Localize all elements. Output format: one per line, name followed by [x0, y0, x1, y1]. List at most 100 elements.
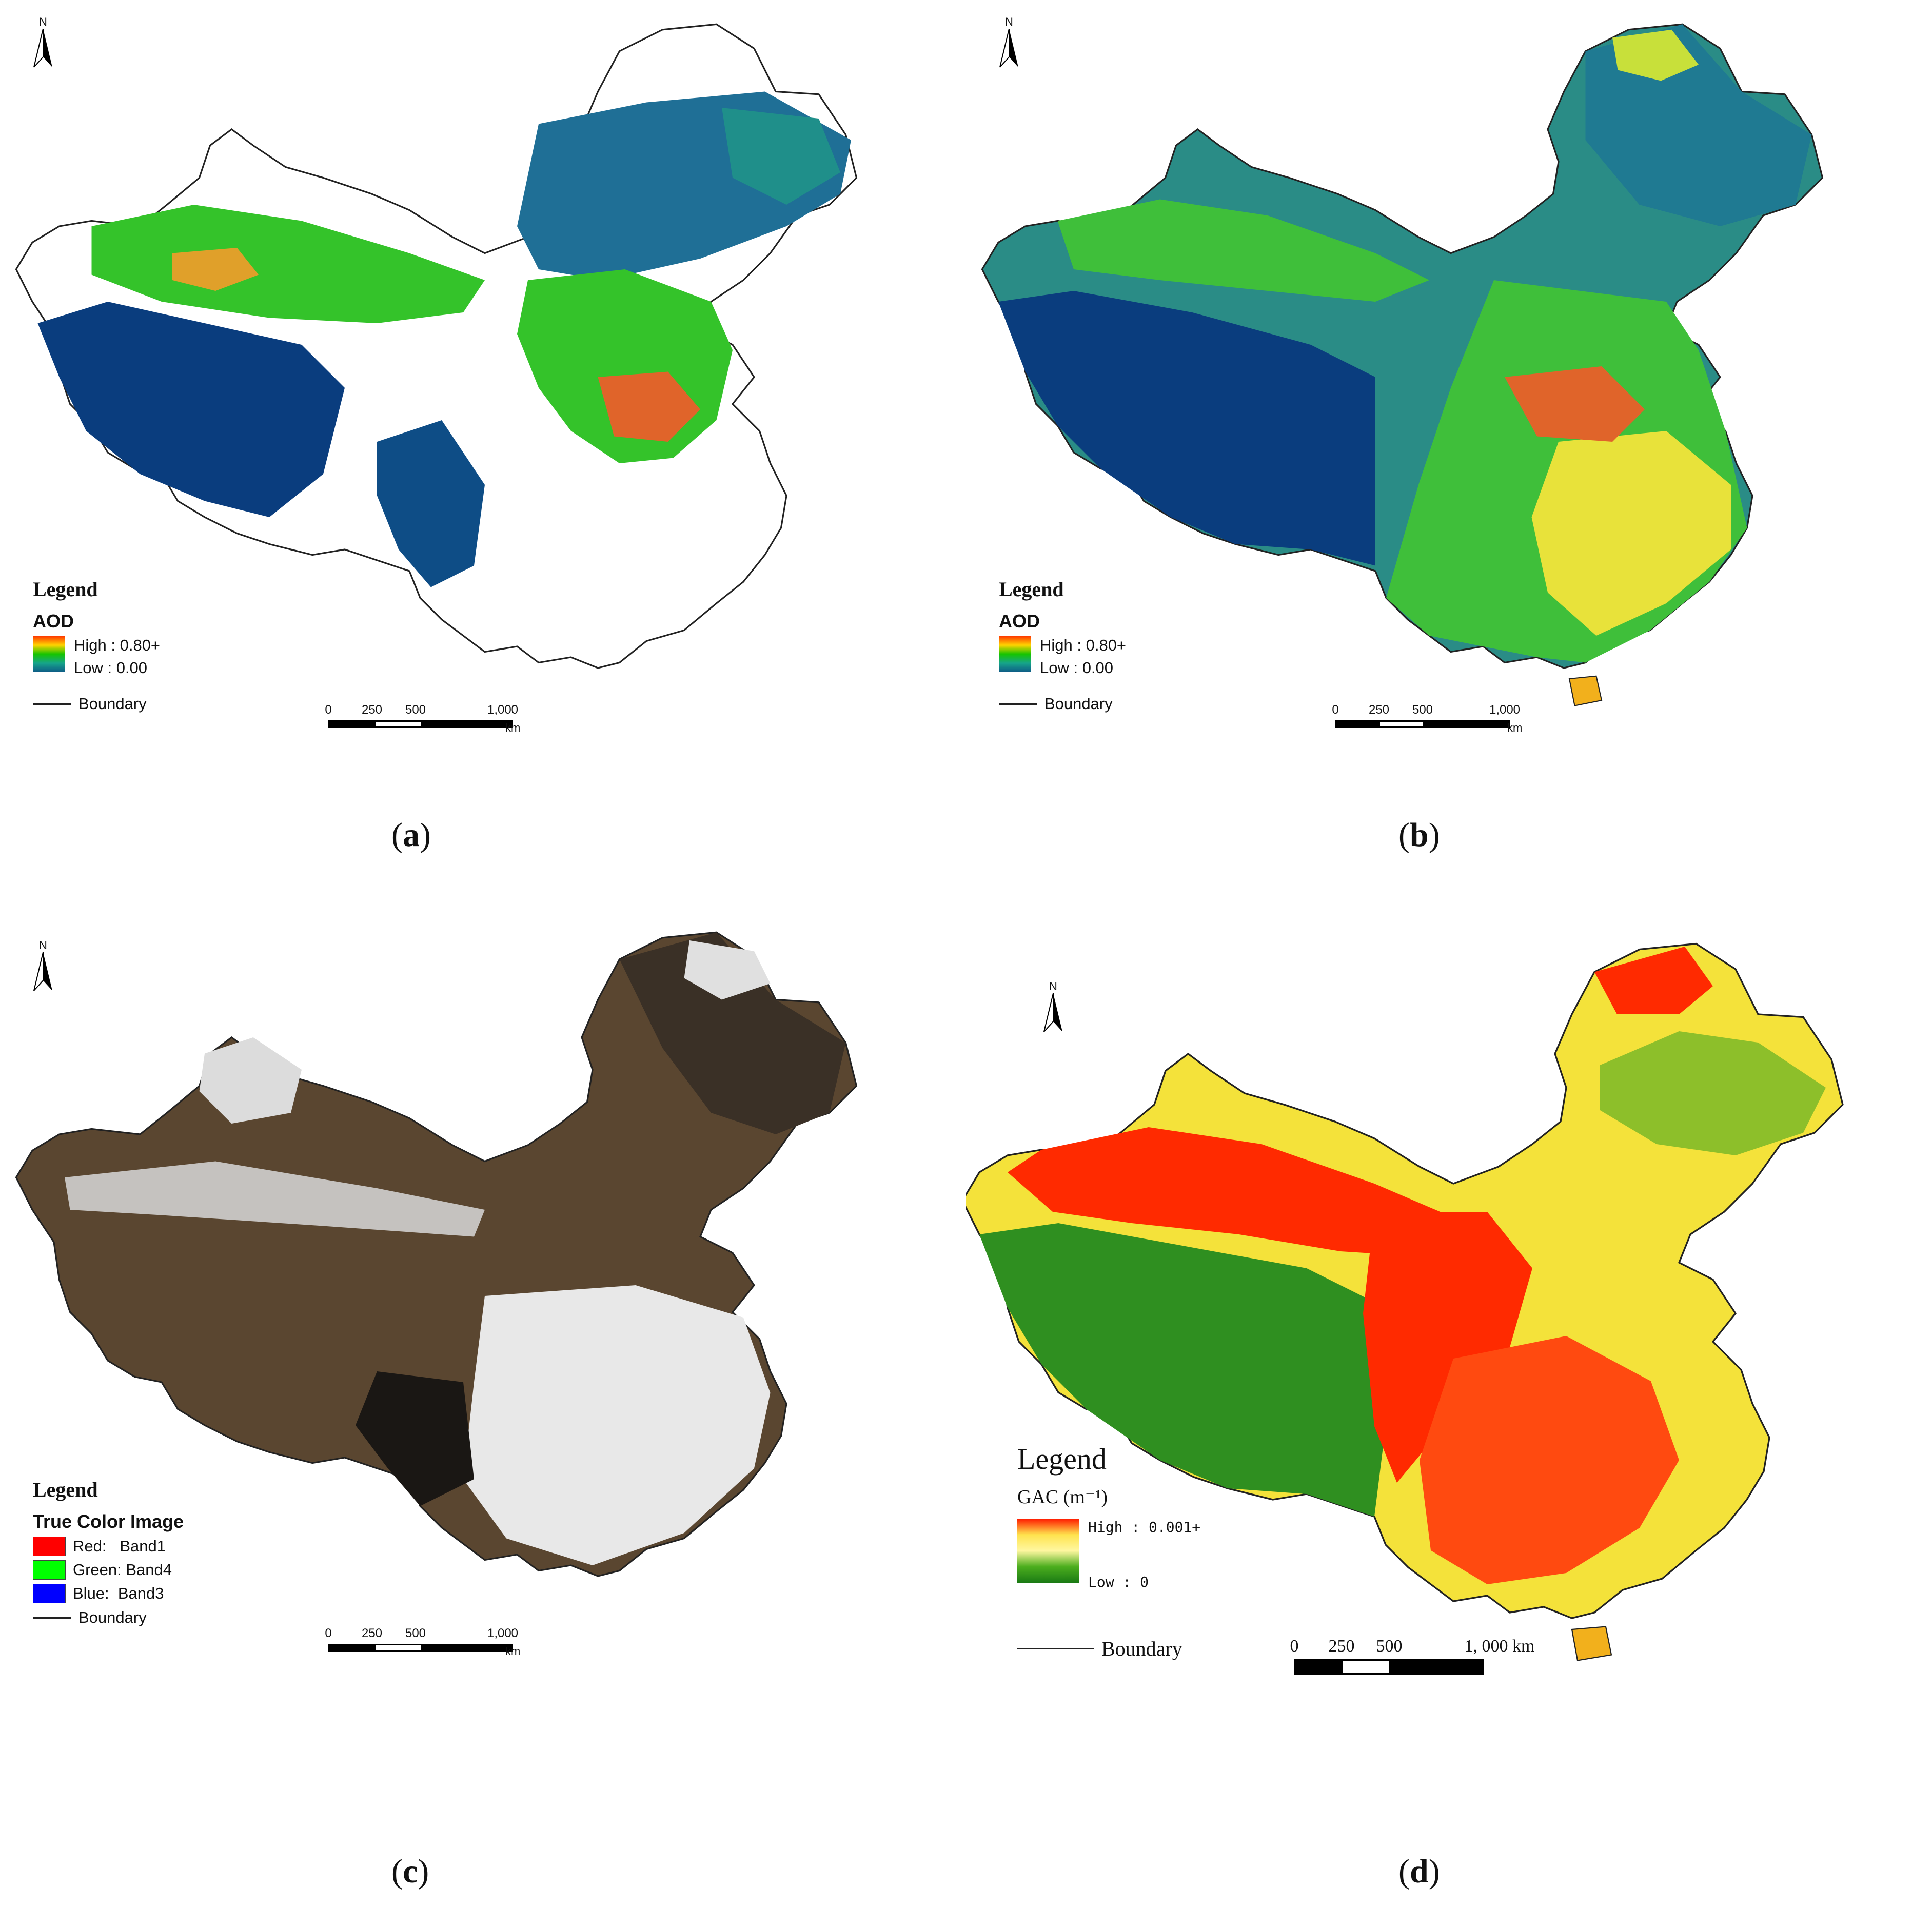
- north-label: N: [1049, 980, 1057, 993]
- gac-region-central: [1363, 1212, 1532, 1483]
- panel-d: N Legend GAC (m⁻¹) High : 0.001+ Low : 0…: [966, 898, 1932, 1907]
- panel-c: N Legend True Color Image Red: Band1 Gre…: [0, 898, 966, 1907]
- north-label: N: [39, 15, 47, 28]
- aod-color-ramp: [33, 636, 65, 672]
- legend-high-label: High : 0.80+: [74, 636, 161, 654]
- aod-color-ramp: [999, 636, 1031, 672]
- red-band-swatch: [33, 1537, 66, 1556]
- legend-red-label: Red: Band1: [73, 1537, 166, 1555]
- cloud-patch-northeast: [684, 940, 771, 1000]
- scale-tick: 1, 000 km: [1464, 1637, 1535, 1656]
- legend-title: Legend: [999, 578, 1064, 601]
- gac-region-tibet: [979, 1223, 1386, 1517]
- true-color-map-c: [15, 931, 858, 1577]
- green-band-swatch: [33, 1560, 66, 1580]
- legend-boundary-label: Boundary: [1101, 1637, 1182, 1660]
- cloud-patch-band: [64, 1161, 485, 1237]
- north-label: N: [39, 939, 47, 952]
- aod-patch-southwest: [377, 420, 485, 587]
- scale-tick: 0: [1332, 703, 1339, 717]
- legend-title: Legend: [33, 578, 98, 601]
- north-arrow-icon: [1043, 993, 1062, 1032]
- legend-boundary-label: Boundary: [78, 1608, 147, 1626]
- scale-tick: 500: [405, 1626, 426, 1640]
- scale-tick: 250: [361, 703, 383, 717]
- north-arrow-icon: [33, 28, 52, 68]
- panel-b: N Legend AOD High : 0.80+ Low : 0.00 Bou…: [966, 0, 1932, 898]
- aod-region-tibet: [998, 291, 1375, 566]
- aod-map-a: [15, 23, 858, 669]
- legend-variable: AOD: [33, 611, 74, 632]
- aod-region-southeast-yellow: [1531, 430, 1731, 636]
- scale-unit: km: [505, 1645, 521, 1658]
- legend-variable: GAC (m⁻¹): [1017, 1486, 1108, 1508]
- scale-tick: 0: [1290, 1637, 1299, 1656]
- gac-color-ramp: [1017, 1519, 1079, 1583]
- legend-low-label: Low : 0.00: [1040, 659, 1114, 677]
- scale-tick: 1,000: [487, 1626, 519, 1640]
- aod-map-b: [981, 23, 1824, 706]
- gac-region-northeast-green: [1600, 1031, 1826, 1155]
- scale-tick: 500: [405, 703, 426, 717]
- scale-unit: km: [1507, 721, 1523, 734]
- legend-b: Legend AOD High : 0.80+ Low : 0.00 Bound…: [999, 577, 1126, 713]
- cloud-patch-north: [199, 1037, 302, 1124]
- caption-d: (d): [1398, 1853, 1440, 1890]
- legend-low-label: Low : 0: [1088, 1574, 1149, 1590]
- cloud-patch-southeast: [463, 1285, 771, 1565]
- scale-tick: 250: [1328, 1637, 1355, 1656]
- aod-region-hainan: [1568, 675, 1603, 706]
- legend-c: Legend True Color Image Red: Band1 Green…: [33, 1478, 184, 1627]
- blue-band-swatch: [33, 1584, 66, 1603]
- caption-a: (a): [391, 816, 431, 854]
- aod-patch-tarim-high: [172, 247, 259, 291]
- scalebar-c: 0 250 500 1,000 km: [325, 1626, 520, 1658]
- panel-a: N Legend AOD High : 0.80+ Low : 0.00 Bou…: [0, 0, 966, 898]
- north-arrow-d: N: [1043, 980, 1063, 1037]
- scale-unit: km: [505, 721, 521, 734]
- scale-tick: 250: [1368, 703, 1390, 717]
- scale-tick: 1,000: [1489, 703, 1521, 717]
- legend-high-label: High : 0.80+: [1040, 636, 1127, 654]
- north-arrow-icon: [33, 952, 52, 991]
- legend-variable: AOD: [999, 611, 1040, 632]
- aod-region-northeast-tip: [1612, 29, 1699, 81]
- legend-a: Legend AOD High : 0.80+ Low : 0.00 Bound…: [33, 577, 160, 713]
- scale-bar: [328, 1644, 513, 1652]
- legend-d: Legend GAC (m⁻¹) High : 0.001+ Low : 0 B…: [1017, 1442, 1200, 1661]
- north-arrow-a: N: [33, 15, 53, 72]
- legend-title: Legend: [1017, 1442, 1107, 1476]
- north-arrow-b: N: [999, 15, 1019, 72]
- aod-patch-tibet: [37, 302, 345, 517]
- boundary-line-swatch: [1017, 1648, 1094, 1649]
- gac-region-xinjiang: [1008, 1127, 1453, 1257]
- aod-region-xinjiang: [1057, 199, 1429, 302]
- aod-patch-sichuan-high: [598, 371, 700, 442]
- north-arrow-icon: [999, 28, 1018, 68]
- scale-bar: [1335, 720, 1510, 728]
- caption-b: (b): [1398, 816, 1440, 854]
- scale-tick: 1,000: [487, 703, 519, 717]
- legend-boundary-label: Boundary: [1044, 695, 1113, 713]
- legend-boundary-label: Boundary: [78, 695, 147, 713]
- legend-low-label: Low : 0.00: [74, 659, 148, 677]
- north-arrow-c: N: [33, 939, 53, 996]
- scale-tick: 0: [325, 1626, 332, 1640]
- gac-region-southeast: [1420, 1336, 1679, 1584]
- north-label: N: [1005, 15, 1013, 28]
- scale-tick: 0: [325, 703, 332, 717]
- scale-tick: 500: [1412, 703, 1433, 717]
- dark-region-southwest: [355, 1371, 474, 1506]
- dark-region-northeast: [619, 932, 846, 1134]
- aod-patch-northeast-teal: [721, 107, 840, 205]
- caption-c: (c): [391, 1853, 429, 1890]
- scale-bar: [328, 720, 513, 728]
- legend-high-label: High : 0.001+: [1088, 1519, 1201, 1536]
- legend-blue-label: Blue: Band3: [73, 1584, 164, 1602]
- legend-green-label: Green: Band4: [73, 1561, 172, 1579]
- legend-title: Legend: [33, 1478, 98, 1501]
- scalebar-a: 0 250 500 1,000 km: [325, 703, 520, 734]
- scale-tick: 250: [361, 1626, 383, 1640]
- gac-map-d: [966, 942, 1844, 1661]
- boundary-line-swatch: [999, 703, 1037, 705]
